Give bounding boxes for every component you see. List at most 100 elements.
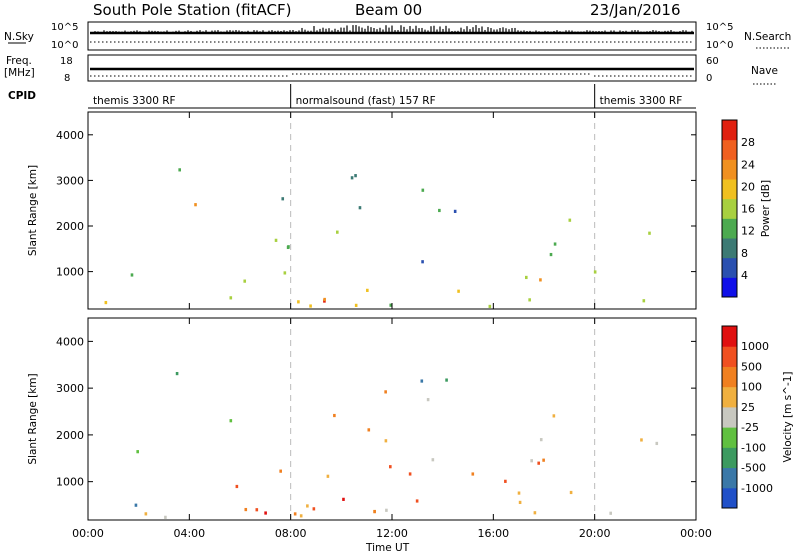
- echo-cell: [281, 197, 285, 201]
- colorbar-tick-label: 8: [741, 247, 748, 260]
- colorbar-segment: [722, 447, 737, 469]
- x-axis-label: Time UT: [365, 542, 410, 554]
- echo-cell: [312, 507, 316, 511]
- colorbar-tick-label: 12: [741, 225, 755, 238]
- echo-cell: [297, 300, 300, 304]
- echo-cell: [367, 428, 371, 432]
- nsky-spikes: [91, 25, 693, 33]
- cpid-segment-label: themis 3300 RF: [93, 95, 176, 107]
- echo-cell: [533, 511, 537, 515]
- station-title: South Pole Station (fitACF): [93, 1, 291, 19]
- echo-cell: [593, 270, 597, 274]
- y-tick-label: 3000: [56, 174, 84, 187]
- freq-tick-top: 18: [60, 56, 73, 67]
- echo-cell: [333, 413, 336, 418]
- echo-cell: [389, 303, 393, 307]
- y-axis-label: Slant Range [km]: [27, 165, 39, 256]
- cpid-segment-label: themis 3300 RF: [600, 95, 683, 107]
- echo-cell: [530, 459, 533, 463]
- x-tick-label: 08:00: [275, 527, 307, 540]
- colorbar-segment: [722, 179, 737, 200]
- echo-cell: [342, 497, 345, 501]
- echo-cell: [194, 203, 197, 207]
- y-tick-label: 2000: [56, 429, 84, 442]
- echo-cell: [309, 304, 312, 308]
- echo-cell: [539, 438, 543, 442]
- colorbar-segment: [722, 427, 737, 448]
- colorbar-tick-label: -1000: [741, 482, 773, 495]
- colorbar-frame: [721, 119, 738, 298]
- beam-title: Beam 00: [355, 1, 422, 19]
- nsky-panel: [87, 21, 697, 51]
- echo-cell: [453, 209, 457, 213]
- y-tick-label: 1000: [56, 266, 84, 279]
- echo-cell: [306, 504, 309, 508]
- echo-cell: [264, 511, 267, 515]
- echo-cell: [420, 379, 424, 383]
- echo-cell: [235, 484, 239, 489]
- echo-cell: [354, 174, 357, 178]
- echo-cell: [279, 469, 282, 473]
- colorbar-segment: [722, 238, 737, 259]
- echo-cell: [517, 491, 521, 495]
- colorbar-segment: [722, 257, 737, 278]
- echo-cell: [229, 296, 233, 300]
- echo-cell: [175, 371, 179, 376]
- colorbar-segment: [722, 326, 737, 347]
- echo-cell: [445, 378, 448, 382]
- freq-tick-bottom: 8: [64, 73, 70, 84]
- echo-cell: [255, 508, 259, 512]
- echo-cell: [243, 279, 247, 283]
- nsky-right-tick-top: 10^5: [706, 22, 733, 33]
- nave-label: Nave: [751, 65, 778, 77]
- freq-panel: [87, 54, 697, 82]
- echo-cell: [426, 398, 430, 402]
- freq-label-line2: [MHz]: [4, 67, 35, 79]
- nsky-tick-bottom: 10^0: [51, 40, 78, 51]
- echo-cell: [471, 472, 475, 476]
- colorbar-label: Power [dB]: [760, 180, 772, 237]
- echo-cell: [335, 230, 339, 234]
- echo-cell: [421, 188, 425, 192]
- echo-cell: [384, 390, 387, 394]
- colorbar-tick-label: 24: [741, 158, 755, 171]
- echo-cell: [488, 304, 492, 309]
- echo-cell: [366, 288, 369, 292]
- colorbar-segment: [722, 366, 737, 388]
- x-tick-label: 16:00: [477, 527, 509, 540]
- y-tick-label: 2000: [56, 220, 84, 233]
- echo-cell: [389, 465, 392, 469]
- echo-cell: [552, 414, 556, 418]
- nave-tick-top: 60: [706, 56, 719, 67]
- echo-cell: [525, 275, 528, 280]
- echo-cell: [542, 458, 545, 462]
- x-tick-label: 00:00: [680, 527, 712, 540]
- panel-frame: [87, 317, 697, 521]
- colorbar-segment: [722, 139, 737, 160]
- nsky-right-tick-bottom: 10^0: [706, 40, 733, 51]
- colorbar-tick-label: -100: [741, 441, 766, 454]
- colorbar-label: Velocity [m s^-1]: [782, 371, 794, 462]
- echo-cell: [136, 450, 139, 454]
- x-tick-label: 12:00: [376, 527, 408, 540]
- colorbar-segment: [722, 159, 737, 180]
- echo-cell: [229, 419, 233, 423]
- echo-cell: [244, 507, 248, 512]
- echo-cell: [553, 242, 557, 246]
- echo-cell: [438, 208, 441, 213]
- echo-cell: [293, 512, 297, 516]
- colorbar-tick-label: 25: [741, 401, 755, 414]
- echo-cell: [274, 238, 278, 242]
- velocity-panel: 1000 2000 3000 4000 Slant Range [km] 1000 500 1…: [27, 317, 794, 521]
- echo-cell: [385, 508, 388, 512]
- echo-cell: [286, 245, 290, 250]
- panel-frame: [87, 111, 697, 310]
- cpid-label: CPID: [8, 90, 36, 102]
- echo-cell: [373, 510, 376, 514]
- echo-cell: [130, 273, 134, 277]
- echo-cell: [178, 168, 181, 172]
- colorbar-tick-label: -25: [741, 421, 759, 434]
- colorbar-segment: [722, 487, 737, 509]
- echo-cell: [431, 458, 435, 462]
- x-tick-label: 00:00: [72, 527, 104, 540]
